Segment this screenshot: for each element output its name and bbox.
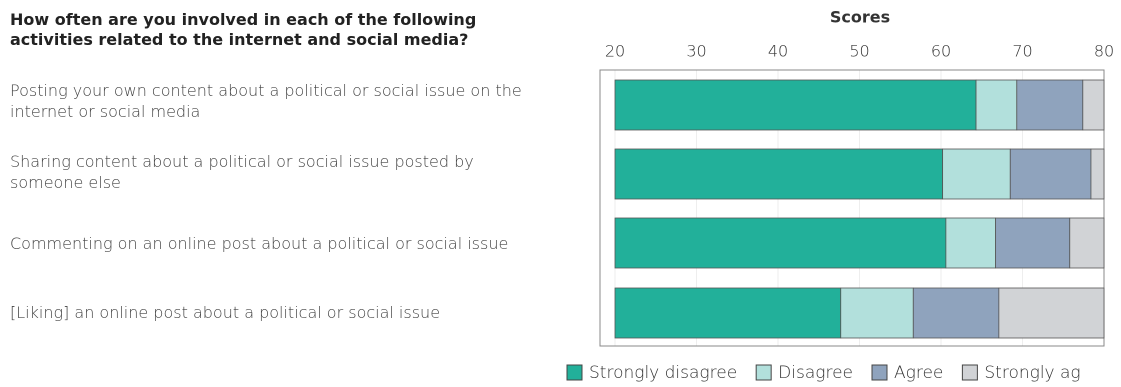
category-label: Commenting on an online post about a pol… (10, 234, 509, 253)
bar-segment (614, 287, 842, 339)
category-label: [Liking] an online post about a politica… (10, 303, 441, 322)
x-tick-label: 50 (849, 42, 869, 61)
x-tick-label: 30 (686, 42, 706, 61)
legend-label: Disagree (778, 363, 853, 383)
bar-segment (1009, 148, 1092, 200)
bar-segment (945, 217, 997, 269)
x-tick-label: 60 (931, 42, 951, 61)
bar-segment (1069, 217, 1105, 269)
bar-segment (1082, 79, 1105, 131)
question: How often are you involved in each of th… (10, 10, 477, 49)
bar-segment (1016, 79, 1084, 131)
x-tick-label: 20 (605, 42, 625, 61)
x-tick-label: 70 (1012, 42, 1032, 61)
chart-title: Scores (830, 8, 890, 27)
bar-segment (942, 148, 1011, 200)
legend-swatch (566, 364, 583, 381)
bar-segment (614, 79, 977, 131)
legend-label: Strongly disagree (589, 363, 737, 383)
bar-segment (614, 148, 944, 200)
legend-swatch (755, 364, 772, 381)
x-tick-label: 40 (768, 42, 788, 61)
category-label: Sharing content about a political or soc… (10, 152, 474, 192)
legend-swatch (961, 364, 978, 381)
category-label: Posting your own content about a politic… (10, 81, 522, 121)
bar-segment (912, 287, 1000, 339)
x-tick-label: 80 (1094, 42, 1114, 61)
bar-segment (840, 287, 914, 339)
plot-frame (599, 69, 1105, 347)
bar-segment (614, 217, 947, 269)
bar-segment (975, 79, 1018, 131)
bar-segment (995, 217, 1071, 269)
bar-segment (998, 287, 1105, 339)
bar-segment (1090, 148, 1105, 200)
legend-swatch (871, 364, 888, 381)
legend-label: Strongly ag (984, 363, 1080, 383)
legend-label: Agree (894, 363, 943, 383)
